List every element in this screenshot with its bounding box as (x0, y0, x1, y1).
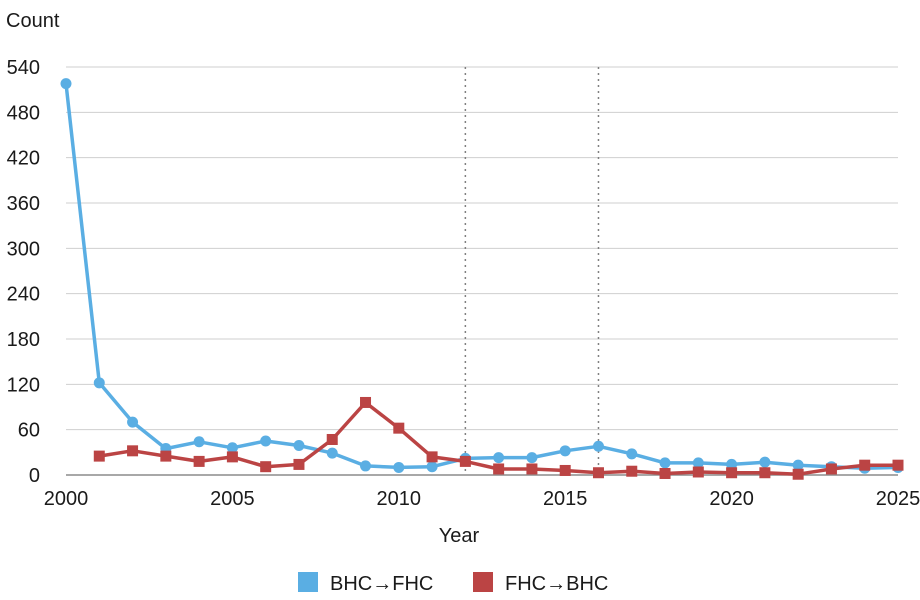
data-point (93, 450, 105, 462)
data-point (493, 463, 505, 475)
data-point (726, 458, 738, 470)
data-point (659, 467, 671, 479)
data-point (326, 447, 338, 459)
data-point (626, 448, 638, 460)
data-point (127, 445, 139, 457)
x-tick-label: 2010 (377, 488, 422, 510)
y-axis-label: Count (6, 10, 60, 32)
data-point (193, 455, 205, 467)
data-point (293, 440, 305, 452)
data-point (326, 433, 338, 445)
legend-swatch (473, 572, 493, 592)
data-point (260, 435, 272, 447)
data-point (426, 451, 438, 463)
data-point (892, 459, 904, 471)
reference-lines (464, 67, 600, 475)
x-tick-label: 2000 (44, 488, 89, 510)
data-point (60, 78, 72, 90)
data-point (260, 461, 272, 473)
data-point (426, 461, 438, 473)
y-tick-label: 0 (29, 465, 40, 487)
data-point (592, 440, 604, 452)
data-point (792, 468, 804, 480)
data-point (226, 442, 238, 454)
data-point (759, 467, 771, 479)
data-point (559, 445, 571, 457)
data-point (859, 459, 871, 471)
gridlines (66, 66, 898, 476)
series-2 (93, 396, 904, 480)
data-point (393, 461, 405, 473)
data-point (526, 463, 538, 475)
data-point (459, 455, 471, 467)
data-point (360, 460, 372, 472)
data-point (659, 457, 671, 469)
legend-label: BHC→FHC (330, 573, 433, 595)
data-point (226, 451, 238, 463)
x-tick-label: 2025 (876, 488, 920, 510)
series-layer (60, 78, 904, 480)
legend-swatch (298, 572, 318, 592)
x-axis-ticks: 2000 2005 2010 2015 2020 2025 (44, 488, 920, 510)
data-point (493, 452, 505, 464)
data-point (692, 466, 704, 478)
data-point (559, 464, 571, 476)
y-tick-label: 360 (7, 193, 40, 215)
y-tick-label: 540 (7, 57, 40, 79)
x-tick-label: 2005 (210, 488, 255, 510)
y-axis-ticks: 0 60 120 180 240 300 360 420 480 540 (7, 57, 40, 487)
x-axis-label: Year (439, 525, 480, 547)
y-tick-label: 120 (7, 374, 40, 396)
data-point (592, 467, 604, 479)
data-point (93, 377, 105, 389)
data-point (526, 452, 538, 464)
data-point (759, 456, 771, 468)
data-point (692, 457, 704, 469)
data-point (160, 450, 172, 462)
data-point (193, 436, 205, 448)
y-tick-label: 480 (7, 102, 40, 124)
data-point (127, 416, 139, 428)
data-point (825, 463, 837, 475)
x-tick-label: 2015 (543, 488, 588, 510)
y-tick-label: 240 (7, 284, 40, 306)
data-point (393, 422, 405, 434)
data-point (626, 465, 638, 477)
data-point (360, 396, 372, 408)
y-tick-label: 420 (7, 148, 40, 170)
series-1 (60, 78, 904, 474)
legend: BHC→FHC FHC→BHC (298, 572, 608, 595)
legend-label: FHC→BHC (505, 573, 608, 595)
series-line (64, 83, 899, 470)
y-tick-label: 180 (7, 329, 40, 351)
data-point (726, 467, 738, 479)
data-point (792, 459, 804, 471)
x-tick-label: 2020 (709, 488, 754, 510)
y-tick-label: 300 (7, 238, 40, 260)
data-point (293, 458, 305, 470)
y-tick-label: 60 (18, 420, 40, 442)
